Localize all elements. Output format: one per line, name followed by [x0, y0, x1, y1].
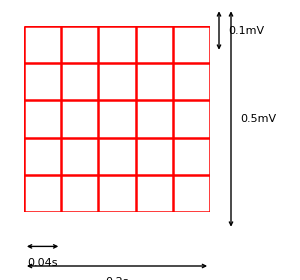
Text: 0.04s: 0.04s — [27, 258, 58, 268]
Text: 0.2s: 0.2s — [105, 277, 129, 280]
Text: 0.5mV: 0.5mV — [240, 114, 276, 124]
Text: 0.1mV: 0.1mV — [228, 25, 264, 36]
